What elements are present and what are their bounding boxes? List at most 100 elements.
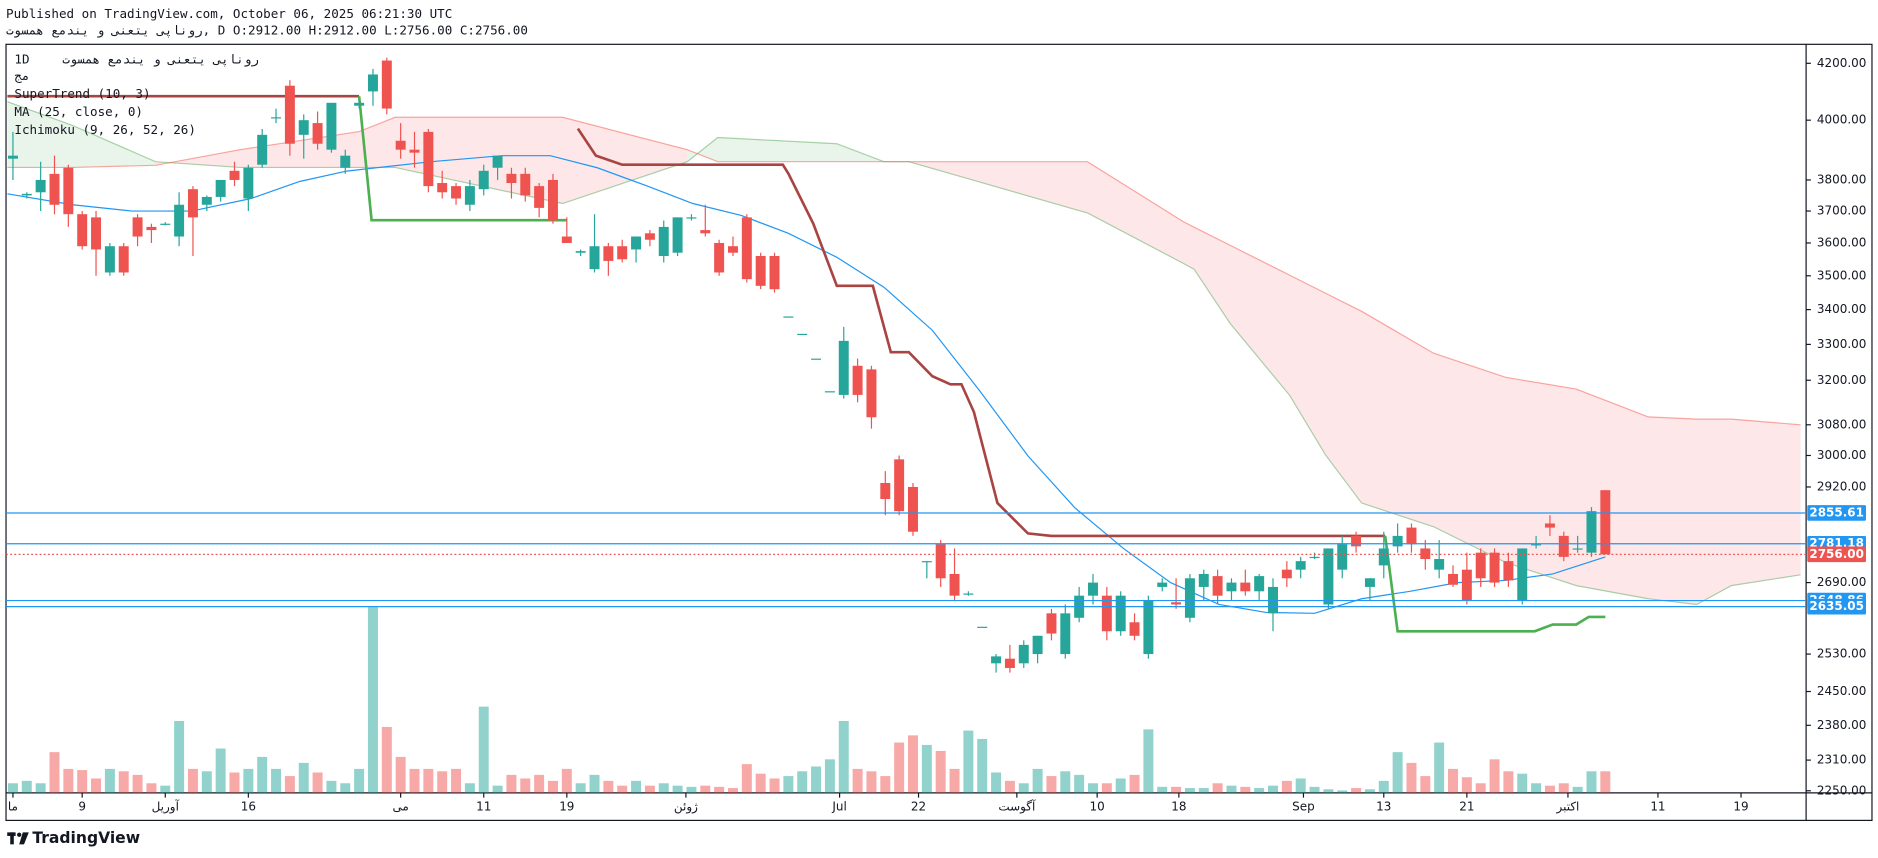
- candle-body: [769, 255, 780, 290]
- volume-bar: [727, 788, 738, 793]
- x-tick-label: 22: [911, 800, 926, 814]
- candle-body: [257, 134, 268, 165]
- candle-body: [1572, 548, 1583, 550]
- candle-body: [104, 246, 115, 273]
- supertrend: [1383, 535, 1606, 633]
- volume-bar: [783, 776, 794, 793]
- candle-body: [298, 120, 309, 135]
- y-tick-label: 2920.00: [1817, 479, 1867, 493]
- volume-bar: [1489, 759, 1500, 793]
- candle-body: [215, 179, 226, 197]
- candle-body: [1448, 573, 1458, 585]
- volume-bar: [1088, 783, 1098, 793]
- x-tick-label: Sep: [1292, 800, 1315, 814]
- cloud: [1182, 221, 1195, 270]
- candle-body: [91, 217, 102, 250]
- y-tick-label: 3500.00: [1817, 268, 1867, 282]
- volume-bar: [520, 778, 531, 793]
- candle-body: [423, 131, 434, 187]
- candle-body: [395, 140, 406, 150]
- candle-body: [686, 217, 697, 219]
- y-tick-label: 2380.00: [1817, 718, 1867, 732]
- cloud: [836, 143, 884, 162]
- candle-body: [451, 186, 462, 199]
- x-tick-label: 13: [1376, 800, 1391, 814]
- candle-body: [783, 316, 794, 318]
- volume-bar: [1406, 762, 1417, 793]
- volume-bar: [1032, 768, 1043, 793]
- volume-bar: [1448, 768, 1458, 793]
- candle-body: [534, 186, 545, 208]
- candle-body: [1517, 548, 1528, 601]
- volume-bar: [644, 785, 655, 793]
- candle-body: [977, 626, 988, 628]
- candle-body: [644, 233, 655, 240]
- candle-body: [326, 102, 337, 150]
- volume-bar: [201, 771, 212, 793]
- candle-body: [49, 173, 60, 205]
- candle-body: [866, 369, 877, 418]
- candle-body: [727, 246, 738, 253]
- volume-bar: [63, 768, 74, 793]
- y-tick-label: 3800.00: [1817, 172, 1867, 186]
- candle-body: [1531, 544, 1542, 546]
- volume-bar: [492, 785, 503, 793]
- volume-bar: [824, 759, 835, 793]
- volume-bar: [1309, 786, 1320, 793]
- candle-body: [880, 482, 891, 500]
- volume-bar: [229, 772, 240, 793]
- volume-bar: [104, 768, 115, 793]
- volume-bar: [1004, 780, 1015, 793]
- symbol-line: روناپی یتعنی و یندمع همسوت, D O:2912.00 …: [6, 23, 528, 39]
- candle-body: [589, 246, 600, 270]
- candle-body: [1309, 556, 1320, 559]
- volume-bar: [215, 748, 226, 793]
- candle-body: [271, 117, 282, 119]
- candle-body: [340, 155, 351, 168]
- volume-bar: [1143, 729, 1154, 793]
- candle-body: [575, 251, 586, 253]
- cloud: [359, 117, 396, 168]
- candle-body: [561, 236, 572, 243]
- volume-bar: [1544, 785, 1555, 793]
- legend: 1D روناپی یتعنی و یندمع همسوت مج SuperTr…: [14, 51, 259, 137]
- y-tick-label: 2530.00: [1817, 647, 1867, 661]
- candle-body: [755, 255, 766, 286]
- y-tick-label: 2310.00: [1817, 753, 1867, 767]
- candle-body: [1129, 622, 1140, 636]
- volume-bar: [312, 772, 323, 793]
- volume-bar: [381, 726, 392, 793]
- x-tick-label: اکتبر: [1556, 800, 1580, 815]
- candle-body: [547, 179, 558, 221]
- candle-body: [1046, 613, 1057, 634]
- cloud: [1505, 377, 1577, 586]
- volume-bar: [1586, 771, 1597, 793]
- volume-bar: [409, 768, 420, 793]
- volume-bar: [478, 706, 489, 793]
- volume-bar: [1434, 742, 1445, 793]
- volume-bar: [35, 783, 46, 793]
- x-tick-label: 11: [476, 800, 491, 814]
- candle-body: [1406, 527, 1417, 545]
- candle-body: [1434, 559, 1445, 570]
- volume-bar: [1060, 771, 1071, 793]
- candle-body: [1157, 582, 1168, 587]
- candle-body: [1143, 600, 1154, 655]
- volume-bar: [506, 774, 517, 793]
- y-tick-label: 4200.00: [1817, 56, 1867, 70]
- volume-bar: [991, 772, 1002, 793]
- x-tick-label: 11: [1650, 800, 1665, 814]
- ma-line: [7, 155, 1606, 614]
- volume-bar: [631, 780, 642, 793]
- y-tick-label: 2690.00: [1817, 575, 1867, 589]
- candle-body: [1212, 576, 1223, 596]
- volume-bar: [1295, 778, 1306, 793]
- candle-body: [1420, 548, 1431, 560]
- volume-bar: [243, 768, 254, 793]
- x-tick-label: می: [392, 800, 408, 814]
- volume-bar: [575, 783, 586, 793]
- volume-bar: [451, 768, 462, 793]
- cloud: [1074, 161, 1088, 213]
- candle-body: [1004, 658, 1015, 668]
